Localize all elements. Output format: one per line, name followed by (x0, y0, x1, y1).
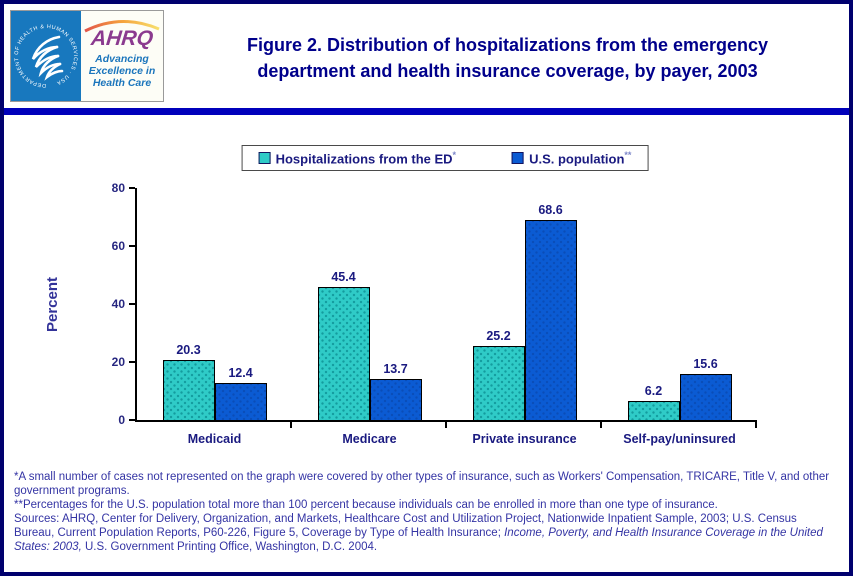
bar-ed (317, 287, 370, 420)
bar-group: 20.3 12.4 (137, 188, 292, 420)
category-label: Self-pay/uninsured (623, 432, 736, 446)
y-tick-mark (129, 361, 135, 363)
header-divider (4, 108, 849, 115)
bar-group: 6.2 15.6 (602, 188, 757, 420)
bar-population (369, 379, 422, 420)
bar-value-label: 12.4 (228, 366, 253, 380)
bar-value-label: 13.7 (383, 362, 408, 376)
x-tick-mark (755, 420, 757, 428)
bar-value-label: 25.2 (486, 329, 511, 343)
bar-value-label: 20.3 (176, 343, 201, 357)
bar-population (524, 220, 577, 420)
y-tick-label: 60 (111, 239, 125, 253)
legend-item-population: U.S. population** (512, 150, 631, 166)
legend-sup-ed: * (452, 150, 457, 160)
legend-sup-population: ** (624, 150, 632, 160)
legend-label-ed: Hospitalizations from the ED* (275, 150, 457, 167)
bar-population (679, 374, 732, 420)
legend-item-ed: Hospitalizations from the ED* (258, 150, 457, 167)
y-tick-mark (129, 245, 135, 247)
y-tick-label: 80 (111, 181, 125, 195)
bar-value-label: 68.6 (538, 203, 563, 217)
bar-ed (162, 360, 215, 420)
ahrq-arc-icon (84, 19, 160, 33)
plot-area: 0 20 40 60 80 20.3 12.4 Medicaid 45.4 13.7 Medicar… (112, 181, 757, 446)
y-axis-title: Percent (44, 276, 62, 332)
hhs-logo: DEPARTMENT OF HEALTH & HUMAN SERVICES · … (11, 11, 81, 101)
hhs-eagle-icon: DEPARTMENT OF HEALTH & HUMAN SERVICES · … (14, 24, 78, 88)
y-axis-title-wrap: Percent (38, 188, 68, 420)
agency-logo-block: DEPARTMENT OF HEALTH & HUMAN SERVICES · … (10, 10, 164, 102)
x-tick-mark (445, 420, 447, 428)
bar-group: 45.4 13.7 (292, 188, 447, 420)
y-tick-mark (129, 303, 135, 305)
y-tick-label: 20 (111, 355, 125, 369)
x-tick-mark (290, 420, 292, 428)
ahrq-wordmark: AHRQ (89, 27, 155, 50)
bar-population (214, 383, 267, 420)
footnote-2: **Percentages for the U.S. population to… (14, 499, 718, 511)
page-title: Figure 2. Distribution of hospitalizatio… (174, 32, 841, 84)
y-tick-label: 40 (111, 297, 125, 311)
legend-label-population: U.S. population** (529, 150, 632, 167)
footnote-1: *A small number of cases not represented… (14, 471, 830, 497)
legend-swatch-ed (258, 152, 271, 165)
page-title-line2: department and health insurance coverage… (257, 61, 758, 81)
footnotes: *A small number of cases not represented… (14, 470, 838, 554)
chart-legend: Hospitalizations from the ED* U.S. popul… (241, 145, 649, 172)
bar-group: 25.2 68.6 (447, 188, 602, 420)
y-tick-mark (129, 187, 135, 189)
bar-ed (472, 346, 525, 420)
bar-value-label: 45.4 (331, 270, 356, 284)
y-tick-mark (129, 419, 135, 421)
y-tick-label: 0 (118, 413, 125, 427)
x-tick-mark (600, 420, 602, 428)
footnote-sources: Sources: AHRQ, Center for Delivery, Orga… (14, 513, 823, 553)
ahrq-tagline: Advancing Excellence in Health Care (88, 53, 156, 89)
footnote-sources-italic: Income, Poverty, and Health Insurance Co… (14, 527, 823, 553)
bar-ed (627, 401, 680, 420)
category-label: Medicare (342, 432, 397, 446)
page-title-line1: Figure 2. Distribution of hospitalizatio… (246, 35, 769, 55)
category-label: Medicaid (187, 432, 242, 446)
category-label: Private insurance (472, 432, 577, 446)
legend-swatch-population (512, 152, 525, 165)
bar-value-label: 6.2 (644, 384, 663, 398)
bar-value-label: 15.6 (693, 357, 718, 371)
ahrq-logo: AHRQ Advancing Excellence in Health Care (81, 11, 163, 101)
